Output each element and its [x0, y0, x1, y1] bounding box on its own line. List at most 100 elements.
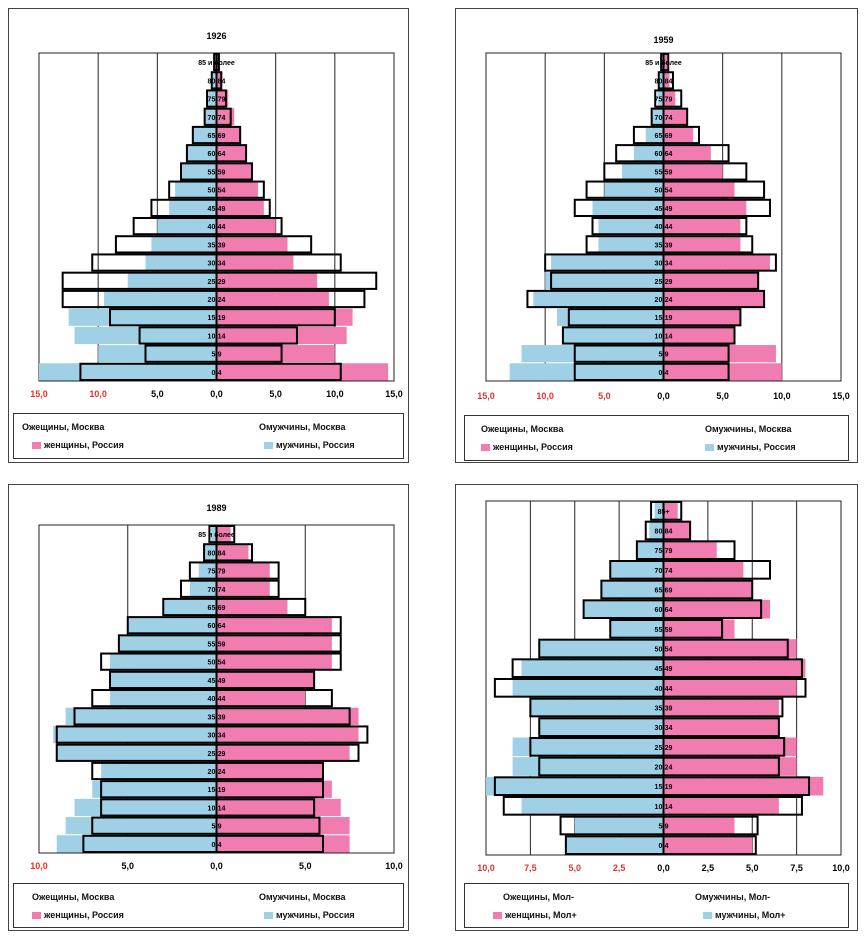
bar-left-fill-9: [110, 671, 217, 689]
age-label: 60-64: [655, 151, 673, 158]
age-label: 50-54: [208, 188, 226, 195]
age-label: 85+: [658, 509, 670, 516]
x-tick-label: 15,0: [385, 389, 403, 399]
bar-right-outline-12: [662, 599, 763, 620]
bar-left-fill-4: [101, 762, 217, 780]
age-label: 0-4: [658, 370, 668, 377]
x-tick-label: 2,5: [702, 863, 715, 873]
age-label: 45-49: [655, 666, 673, 673]
legend-item-male-moscow: Омужчины, Москва: [259, 892, 346, 902]
bar-right-fill-15: [216, 561, 270, 580]
pyramid-chart-1989: 0-4 5-9 10-14 15-19 20-24 25-29 30-34 35-39 40-4…: [30, 503, 403, 871]
age-label: 15-19: [208, 315, 226, 322]
bar-left-fill-1: [574, 816, 664, 835]
legend-item-female-russia: женщины, Россия: [481, 442, 573, 452]
bar-right-fill-16: [216, 543, 249, 561]
age-label: 55-59: [208, 169, 226, 176]
bar-right-outline-9: [215, 670, 316, 689]
bar-left-fill-1: [521, 345, 664, 363]
bar-left-fill-7: [598, 235, 664, 253]
legend-item-female-mol-minus: Ожещины, Мол-: [503, 892, 575, 902]
age-label: 45-49: [208, 678, 226, 685]
bar-right-fill-2: [663, 326, 735, 345]
bar-right-outline-14: [215, 579, 280, 598]
bar-left-fill-6: [145, 253, 217, 272]
legend-item-male-russia: мужчины, Россия: [264, 440, 355, 450]
bar-left-fill-0: [509, 363, 664, 381]
bar-right-outline-9: [662, 198, 771, 217]
bar-left-fill-11: [610, 619, 664, 639]
bar-right-outline-4: [215, 761, 324, 781]
bar-right-outline-11: [662, 619, 724, 639]
age-label: 80-84: [208, 550, 226, 557]
bar-left-fill-13: [601, 580, 664, 599]
age-label: 0-4: [658, 843, 668, 850]
bar-right-fill-6: [216, 253, 294, 272]
bar-left-fill-16: [649, 521, 664, 540]
bar-left-fill-7: [151, 235, 217, 253]
bar-right-outline-1: [215, 816, 321, 835]
bar-left-fill-7: [65, 707, 217, 725]
x-tick-label: 10,0: [773, 391, 791, 401]
age-label: 10-14: [655, 804, 673, 811]
legend-swatch-pink: [32, 441, 41, 449]
age-label: 25-29: [208, 751, 226, 758]
bar-left-fill-17: [211, 525, 217, 543]
x-tick-label: 10,0: [536, 391, 554, 401]
age-label: 30-34: [655, 261, 673, 268]
bar-right-outline-17: [662, 53, 670, 72]
bar-right-outline-15: [215, 89, 227, 108]
bar-right-outline-4: [662, 289, 766, 309]
bar-left-fill-15: [657, 89, 664, 108]
bar-right-fill-16: [663, 521, 691, 540]
bar-right-outline-2: [215, 798, 316, 817]
bar-right-outline-11: [215, 634, 342, 653]
bar-right-fill-6: [663, 253, 770, 272]
pyramid-chart-1926: 0-4 5-9 10-14 15-19 20-24 25-29 30-34 35-39 40-4…: [30, 31, 403, 399]
bar-right-outline-11: [662, 162, 748, 181]
bar-right-fill-11: [216, 634, 332, 653]
bar-right-outline-9: [215, 198, 271, 217]
bar-right-fill-3: [216, 308, 353, 326]
bar-left-fill-5: [127, 272, 217, 290]
bar-left-fill-1: [65, 817, 217, 835]
legend-swatch-blue: [264, 441, 273, 449]
bar-left-fill-2: [74, 798, 217, 817]
bar-right-fill-8: [216, 689, 306, 707]
bar-right-outline-0: [215, 362, 342, 381]
bar-left-fill-2: [562, 326, 664, 345]
legend-item-male-moscow: Омужчины, Москва: [705, 424, 792, 434]
legend-molodezh: Ожещины, Мол- Омужчины, Мол- женщины, Мо…: [464, 883, 849, 928]
bar-left-fill-7: [530, 698, 664, 717]
age-label: 5-9: [658, 352, 668, 359]
bar-right-fill-10: [663, 639, 797, 658]
age-label: 75-79: [655, 548, 673, 555]
bar-left-fill-16: [659, 71, 664, 89]
bar-left-fill-13: [163, 598, 217, 616]
bar-right-fill-13: [663, 126, 694, 144]
bar-right-outline-14: [662, 560, 771, 580]
bar-left-fill-14: [651, 108, 664, 126]
x-tick-label: 5,0: [299, 861, 312, 871]
bar-left-fill-17: [661, 53, 664, 71]
age-label: 5-9: [211, 824, 221, 831]
bar-right-outline-5: [662, 737, 786, 757]
bar-left-fill-3: [486, 776, 664, 796]
bar-right-outline-9: [662, 658, 803, 678]
bar-left-fill-2: [74, 326, 217, 345]
age-label: 55-59: [655, 627, 673, 634]
age-label: 70-74: [208, 115, 226, 122]
bar-right-outline-7: [215, 235, 313, 254]
bar-right-outline-10: [662, 638, 789, 659]
legend-item-male-russia: мужчины, Россия: [264, 910, 355, 920]
bar-right-outline-8: [215, 689, 333, 708]
bar-left-fill-14: [610, 560, 664, 580]
bar-right-fill-8: [216, 217, 276, 235]
x-tick-label: 10,0: [477, 863, 495, 873]
bar-right-fill-3: [216, 780, 332, 798]
bar-right-fill-10: [216, 181, 258, 199]
bar-right-outline-13: [662, 125, 700, 145]
bar-right-fill-2: [216, 798, 341, 817]
bar-right-outline-12: [662, 144, 730, 163]
age-label: 35-39: [655, 242, 673, 249]
